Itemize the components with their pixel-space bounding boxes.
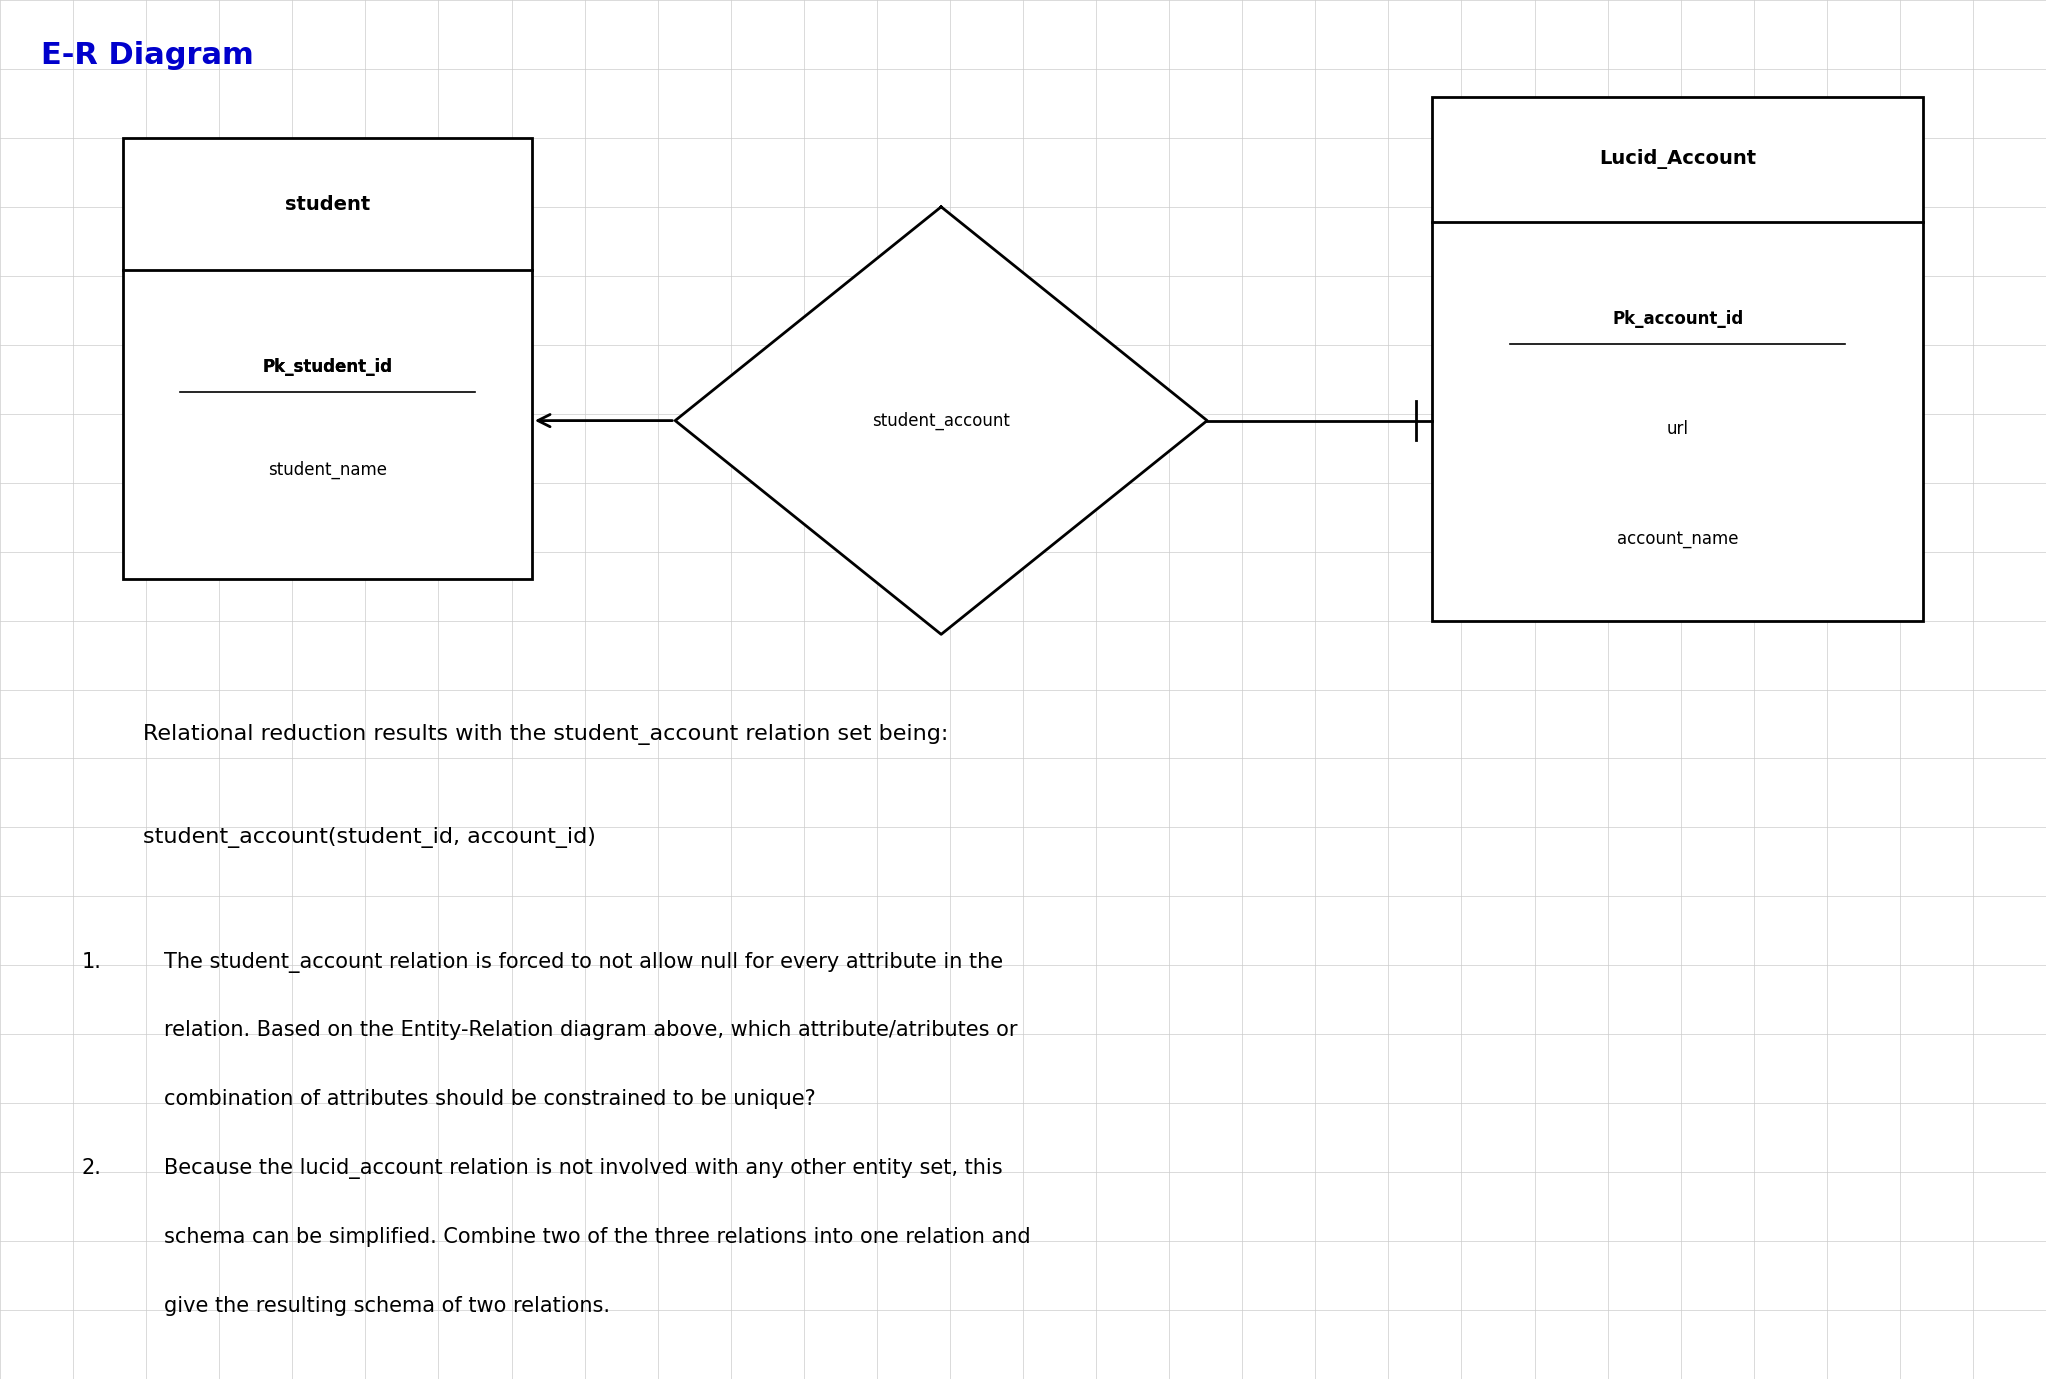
Polygon shape [675,207,1207,634]
Bar [1432,97,1923,621]
Text: The student_account relation is forced to not allow null for every attribute in : The student_account relation is forced t… [164,952,1003,972]
Text: student_account: student_account [872,411,1011,430]
Text: E-R Diagram: E-R Diagram [41,41,254,70]
Text: Pk_account_id: Pk_account_id [1612,310,1743,328]
Text: Pk_student_id: Pk_student_id [262,357,393,376]
Text: student: student [284,194,370,214]
Text: Lucid_Account: Lucid_Account [1600,149,1755,170]
Text: relation. Based on the Entity-Relation diagram above, which attribute/atributes : relation. Based on the Entity-Relation d… [164,1020,1017,1041]
Text: combination of attributes should be constrained to be unique?: combination of attributes should be cons… [164,1089,816,1110]
Text: student_name: student_name [268,461,387,480]
Text: account_name: account_name [1616,531,1739,549]
Text: Because the lucid_account relation is not involved with any other entity set, th: Because the lucid_account relation is no… [164,1158,1003,1179]
Text: url: url [1667,421,1688,439]
Text: 1.: 1. [82,952,102,972]
Text: Relational reduction results with the student_account relation set being:: Relational reduction results with the st… [143,724,949,745]
Text: Pk_student_id: Pk_student_id [262,357,393,376]
Text: student_account(student_id, account_id): student_account(student_id, account_id) [143,827,595,848]
Text: 2.: 2. [82,1158,102,1179]
Text: schema can be simplified. Combine two of the three relations into one relation a: schema can be simplified. Combine two of… [164,1227,1031,1248]
Text: give the resulting schema of two relations.: give the resulting schema of two relatio… [164,1296,610,1317]
Bar [123,138,532,579]
